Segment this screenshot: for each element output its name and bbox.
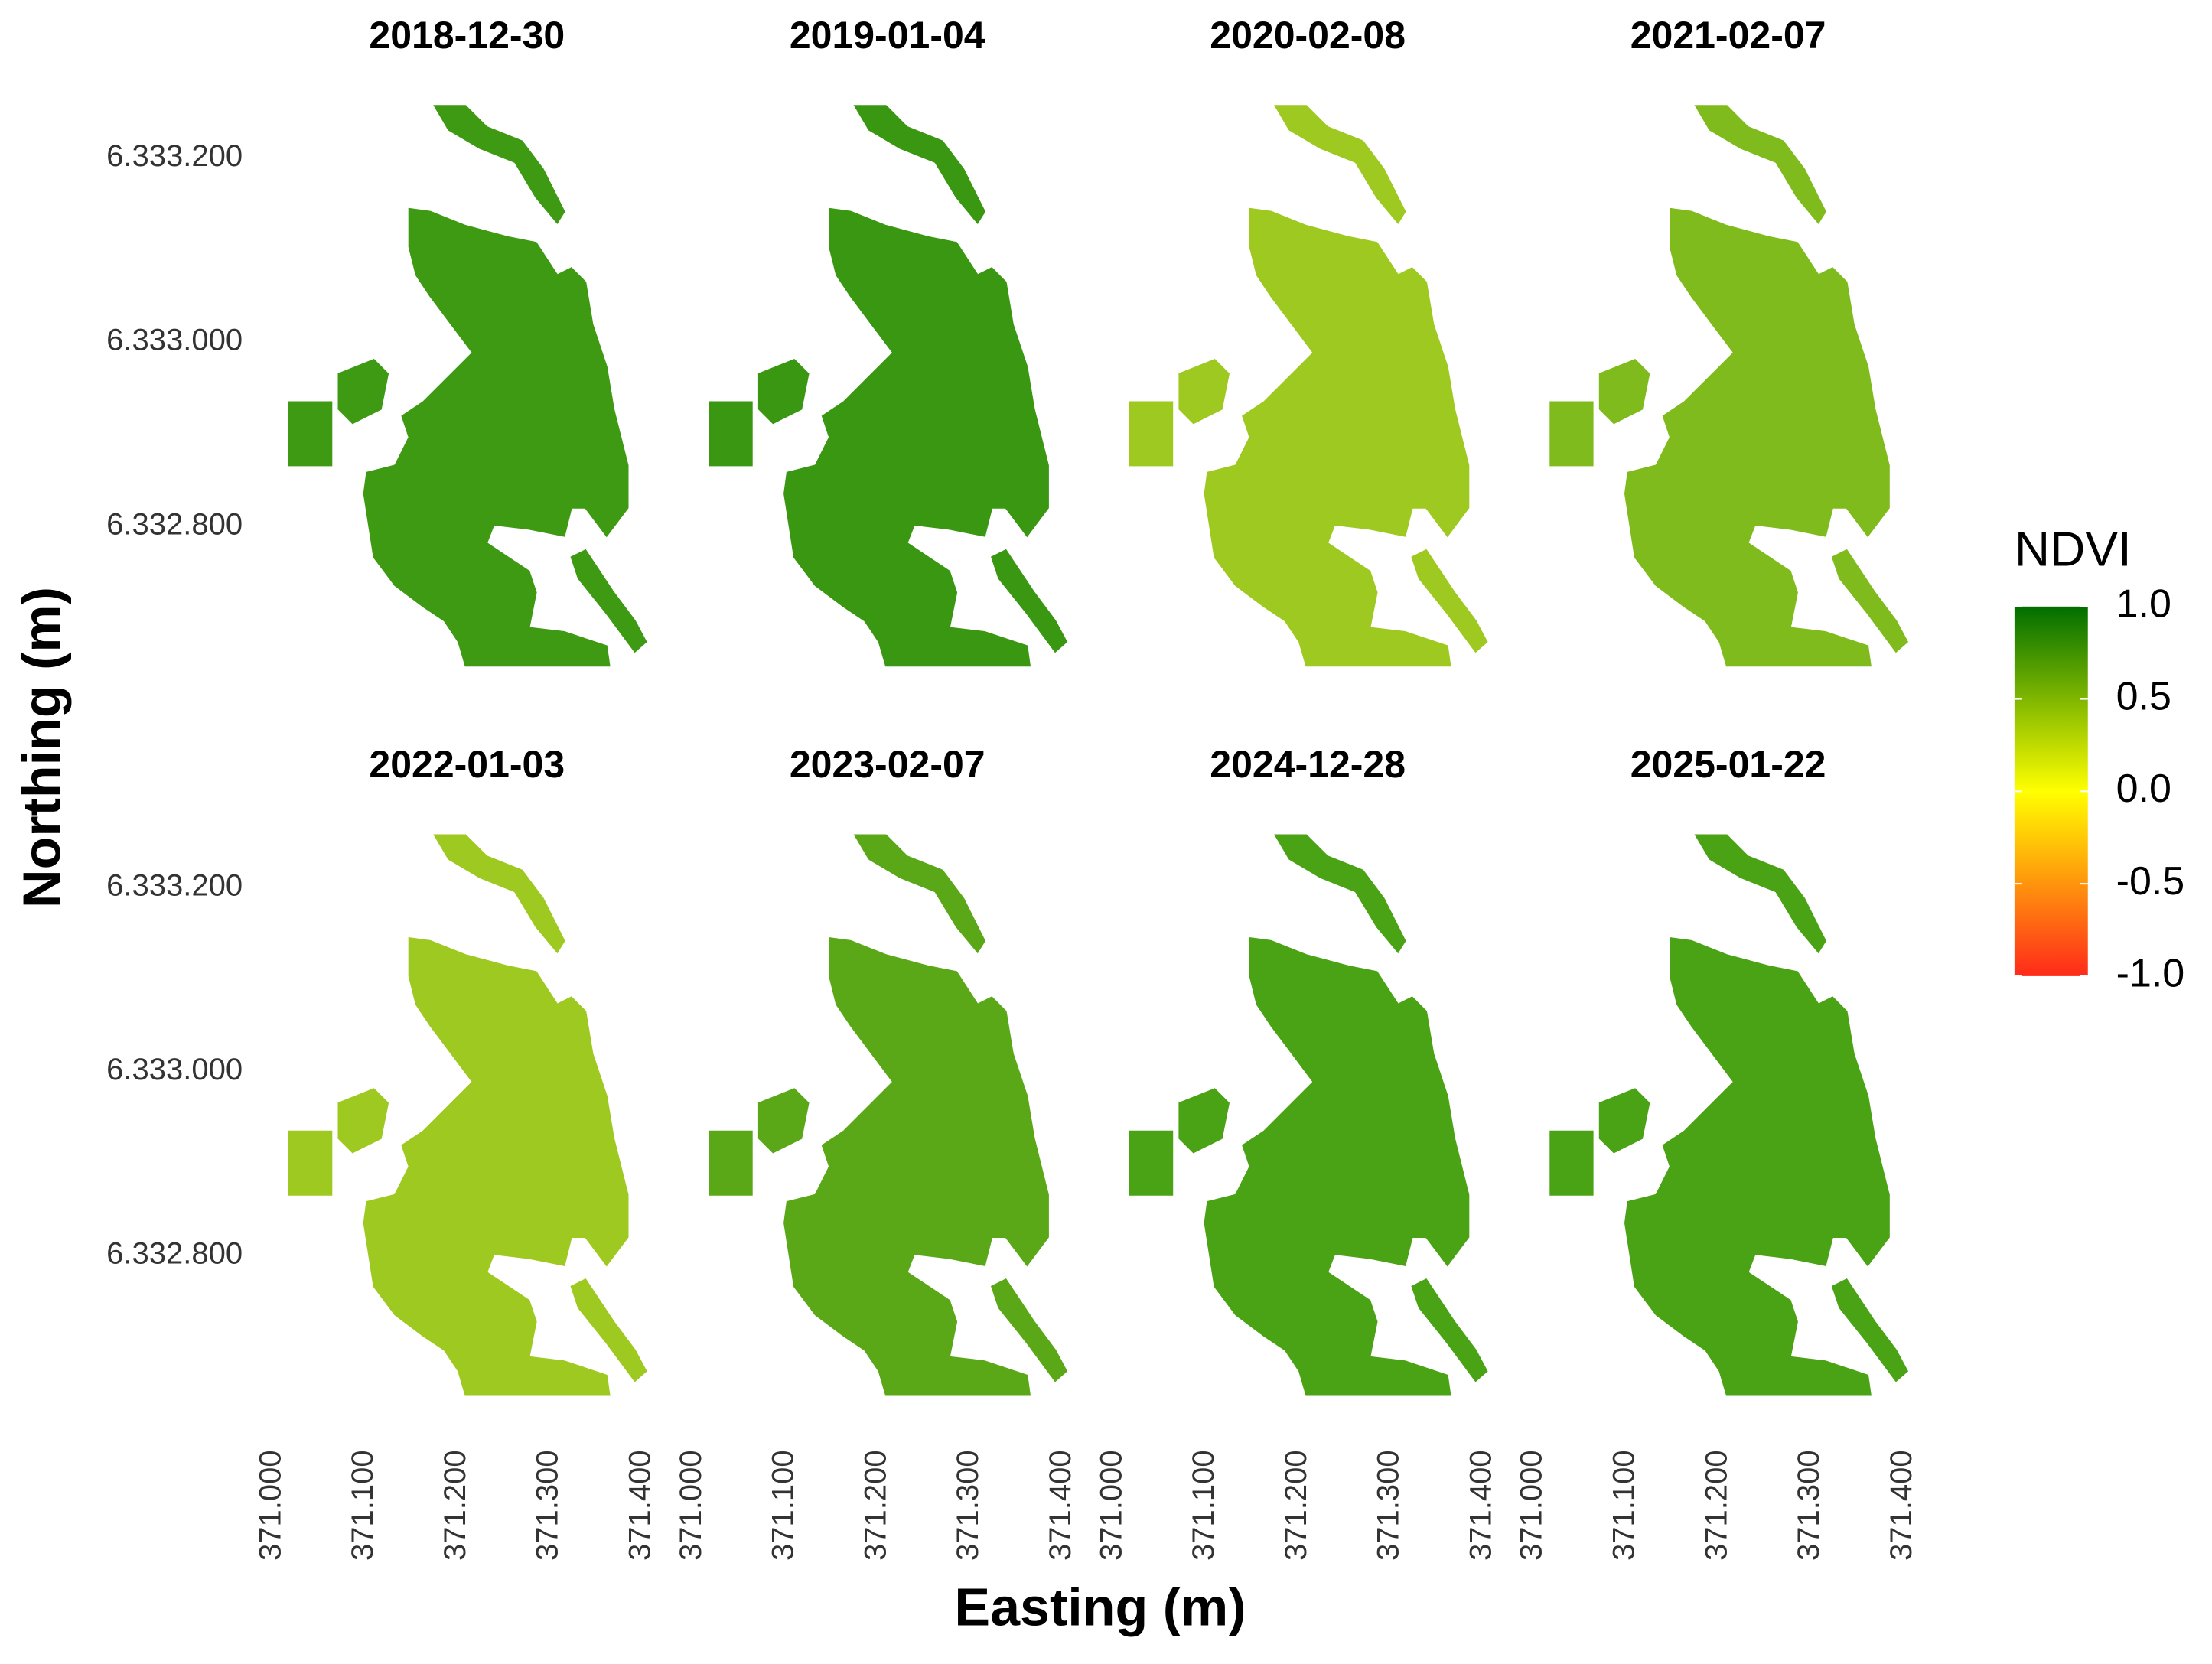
raster <box>1129 401 1174 467</box>
raster <box>1549 1130 1594 1196</box>
x-tick-label: 371.200 <box>1699 1450 1733 1561</box>
raster <box>1178 359 1230 425</box>
x-tick-label: 371.400 <box>1464 1450 1497 1561</box>
raster <box>1598 359 1650 425</box>
legend-tick-label: 0.0 <box>2116 767 2171 811</box>
raster <box>1129 1130 1174 1196</box>
colorbar <box>2014 606 2088 976</box>
y-tick-label: 6.333.200 <box>106 139 243 173</box>
x-tick-label: 371.000 <box>253 1450 287 1561</box>
raster <box>288 401 333 467</box>
y-tick-label: 6.333.000 <box>106 324 243 357</box>
raster <box>709 401 753 467</box>
panel-title: 2021-02-07 <box>1630 14 1826 57</box>
raster <box>337 1088 389 1154</box>
raster <box>363 207 629 667</box>
panel-title: 2023-02-07 <box>790 743 985 786</box>
raster <box>288 1130 333 1196</box>
x-tick-label: 371.300 <box>951 1450 985 1561</box>
panel-title: 2024-12-28 <box>1210 743 1406 786</box>
legend-tick-label: -0.5 <box>2116 859 2185 904</box>
raster <box>1598 1088 1650 1154</box>
x-tick-label: 371.000 <box>1515 1450 1549 1561</box>
raster <box>337 359 389 425</box>
raster <box>1549 401 1594 467</box>
x-tick-label: 371.200 <box>438 1450 472 1561</box>
panel-title: 2025-01-22 <box>1630 743 1826 786</box>
raster <box>433 834 565 954</box>
raster <box>570 549 647 653</box>
raster <box>783 207 1049 667</box>
x-tick-label: 371.400 <box>623 1450 656 1561</box>
raster <box>757 1088 810 1154</box>
raster <box>1178 1088 1230 1154</box>
x-tick-label: 371.100 <box>1187 1450 1220 1561</box>
raster <box>1411 549 1488 653</box>
panel-title: 2020-02-08 <box>1210 14 1406 57</box>
legend-tick-label: 1.0 <box>2116 582 2171 627</box>
x-tick-label: 371.000 <box>1094 1450 1128 1561</box>
raster <box>1694 834 1826 954</box>
raster <box>1204 936 1470 1396</box>
raster <box>709 1130 753 1196</box>
raster <box>1204 207 1470 667</box>
y-tick-label: 6.332.800 <box>106 1237 243 1271</box>
raster <box>1831 1278 1909 1382</box>
raster <box>570 1278 647 1382</box>
raster <box>1694 105 1826 224</box>
raster <box>853 105 986 225</box>
y-axis-title: Northing (m) <box>11 587 71 908</box>
raster <box>433 105 565 224</box>
raster <box>990 1278 1068 1382</box>
x-tick-label: 371.100 <box>767 1450 800 1561</box>
raster <box>363 936 629 1396</box>
y-tick-label: 6.333.200 <box>106 868 243 902</box>
raster <box>1624 936 1890 1396</box>
x-tick-label: 371.000 <box>674 1450 708 1561</box>
raster <box>1831 549 1909 653</box>
raster <box>1274 834 1406 954</box>
raster <box>990 549 1068 653</box>
raster <box>853 834 986 954</box>
x-tick-label: 371.400 <box>1044 1450 1077 1561</box>
x-tick-label: 371.300 <box>1792 1450 1826 1561</box>
x-tick-label: 371.100 <box>346 1450 380 1561</box>
raster <box>1624 207 1890 667</box>
x-tick-label: 371.300 <box>531 1450 565 1561</box>
legend-tick-label: -1.0 <box>2116 952 2185 996</box>
x-tick-label: 371.400 <box>1885 1450 1918 1561</box>
x-axis-title: Easting (m) <box>954 1577 1246 1636</box>
raster <box>757 359 810 425</box>
x-tick-label: 371.100 <box>1607 1450 1640 1561</box>
raster <box>783 936 1049 1396</box>
x-tick-label: 371.300 <box>1372 1450 1406 1561</box>
panel-title: 2018-12-30 <box>369 14 565 57</box>
panel-title: 2022-01-03 <box>369 743 565 786</box>
raster <box>1411 1278 1488 1382</box>
x-tick-label: 371.200 <box>1279 1450 1313 1561</box>
y-tick-label: 6.332.800 <box>106 507 243 541</box>
raster <box>1274 105 1406 224</box>
x-tick-label: 371.200 <box>858 1450 892 1561</box>
y-tick-label: 6.333.000 <box>106 1053 243 1086</box>
panel-title: 2019-01-04 <box>790 14 985 57</box>
legend-title: NDVI <box>2015 522 2132 577</box>
legend-tick-label: 0.5 <box>2116 674 2171 718</box>
